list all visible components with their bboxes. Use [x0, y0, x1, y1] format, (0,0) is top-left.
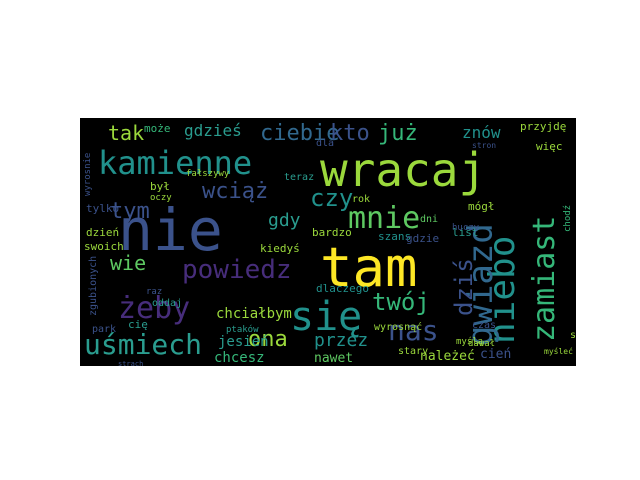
cloud-word-przez: przez	[314, 330, 368, 351]
cloud-word-wyrosnac: wyrosnąć	[374, 321, 422, 333]
cloud-word-list: list	[452, 226, 479, 239]
cloud-word-oczy: oczy	[150, 193, 172, 203]
cloud-word-dlaczego: dlaczego	[316, 282, 369, 295]
cloud-word-cien: cień	[480, 347, 511, 362]
cloud-word-rok: rok	[352, 194, 370, 205]
cloud-word-huczy: huczy	[452, 223, 480, 233]
cloud-word-stary: stary	[398, 346, 428, 357]
cloud-word-nie: nie	[118, 196, 223, 264]
cloud-word-mog-: mógł	[468, 200, 495, 213]
cloud-word-dni: dni	[420, 214, 438, 225]
cloud-word-tym: tym	[110, 199, 150, 224]
cloud-word-nas: nas	[388, 314, 439, 347]
cloud-word-kiedys: kiedyś	[260, 242, 300, 255]
cloud-background	[80, 118, 576, 366]
cloud-word-strach: strach	[118, 360, 143, 366]
cloud-word-moze: może	[144, 122, 171, 135]
cloud-word-tylko: tylko	[86, 202, 119, 215]
cloud-word-cie: cię	[128, 318, 148, 331]
cloud-word-by-: był	[150, 180, 170, 193]
cloud-word-tak: tak	[108, 121, 144, 145]
cloud-word-chcia-bym: chciałbym	[216, 306, 292, 322]
cloud-word-zeby: żeby	[118, 291, 190, 326]
cloud-word-gdzie: gdzie	[406, 232, 439, 245]
cloud-word-niebo: niebo	[482, 236, 523, 344]
cloud-word-zamiast: zamiast	[527, 216, 562, 342]
cloud-word-znow: znów	[462, 123, 501, 142]
cloud-word-raz: raz	[146, 287, 162, 297]
cloud-word-czy: czy	[310, 184, 353, 212]
cloud-word-bardzo: bardzo	[312, 226, 352, 239]
cloud-word-sie: się	[290, 294, 362, 340]
cloud-word-wyrosnie: wyrosnie	[83, 153, 93, 196]
cloud-word-ona: ona	[248, 327, 288, 352]
cloud-word-ptakow: ptaków	[226, 324, 259, 335]
cloud-word-dzien: dzień	[86, 226, 119, 239]
word-cloud-image: nie tam wracaj się kamienne niebo gwiazd zamias…	[80, 118, 576, 366]
cloud-word-wciaz: wciąż	[202, 179, 268, 204]
cloud-word-juz: już	[378, 121, 418, 146]
cloud-word-s-ow: słów	[570, 329, 576, 341]
cloud-word-dzis: dziś	[450, 258, 478, 316]
cloud-word-wracaj: wracaj	[320, 143, 486, 197]
cloud-word-nalezec: należeć	[420, 349, 475, 364]
cloud-word-powiedz: powiedz	[182, 255, 292, 285]
cloud-word-gdy: gdy	[268, 210, 301, 231]
cloud-word-czas: czas	[472, 320, 496, 331]
cloud-word-usmiech: uśmiech	[84, 328, 202, 361]
cloud-word-tam: tam	[320, 236, 418, 299]
cloud-word-oddaj: oddaj	[152, 298, 182, 309]
cloud-word-fa-szywy: fałszywy	[186, 169, 230, 179]
cloud-word-twoj: twój	[372, 288, 430, 316]
cloud-word-kto: kto	[330, 121, 370, 146]
cloud-word-swoich: swoich	[84, 240, 124, 253]
cloud-word-myslec: myśleć	[544, 346, 573, 356]
cloud-word-kamienne: kamienne	[98, 144, 252, 182]
cloud-word-przyjde: przyjdę	[520, 120, 566, 133]
cloud-word-dawa-: dawał	[468, 339, 495, 349]
cloud-word-gwiazd: gwiazd	[461, 223, 501, 346]
cloud-word-dla: dla	[316, 138, 334, 149]
cloud-word-nawet: nawet	[314, 351, 353, 366]
cloud-word-park: park	[92, 324, 116, 335]
cloud-word-szans: szans	[378, 230, 411, 243]
cloud-word-chodz: chodź	[563, 205, 573, 232]
cloud-word-mysla: myślą	[456, 336, 483, 347]
cloud-word-stron: stron	[472, 141, 496, 150]
cloud-word-gdzies: gdzieś	[184, 121, 242, 140]
cloud-word-jesien: jesień	[218, 334, 269, 350]
cloud-word-ciebie: ciebie	[260, 121, 339, 146]
cloud-word-chcesz: chcesz	[214, 350, 265, 366]
cloud-word-wie: wie	[110, 251, 146, 275]
cloud-word-teraz: teraz	[284, 172, 314, 183]
cloud-word-wiec: więc	[536, 140, 563, 153]
cloud-word-zgubionych: zgubionych	[88, 256, 99, 316]
cloud-word-mnie: mnie	[348, 201, 420, 236]
